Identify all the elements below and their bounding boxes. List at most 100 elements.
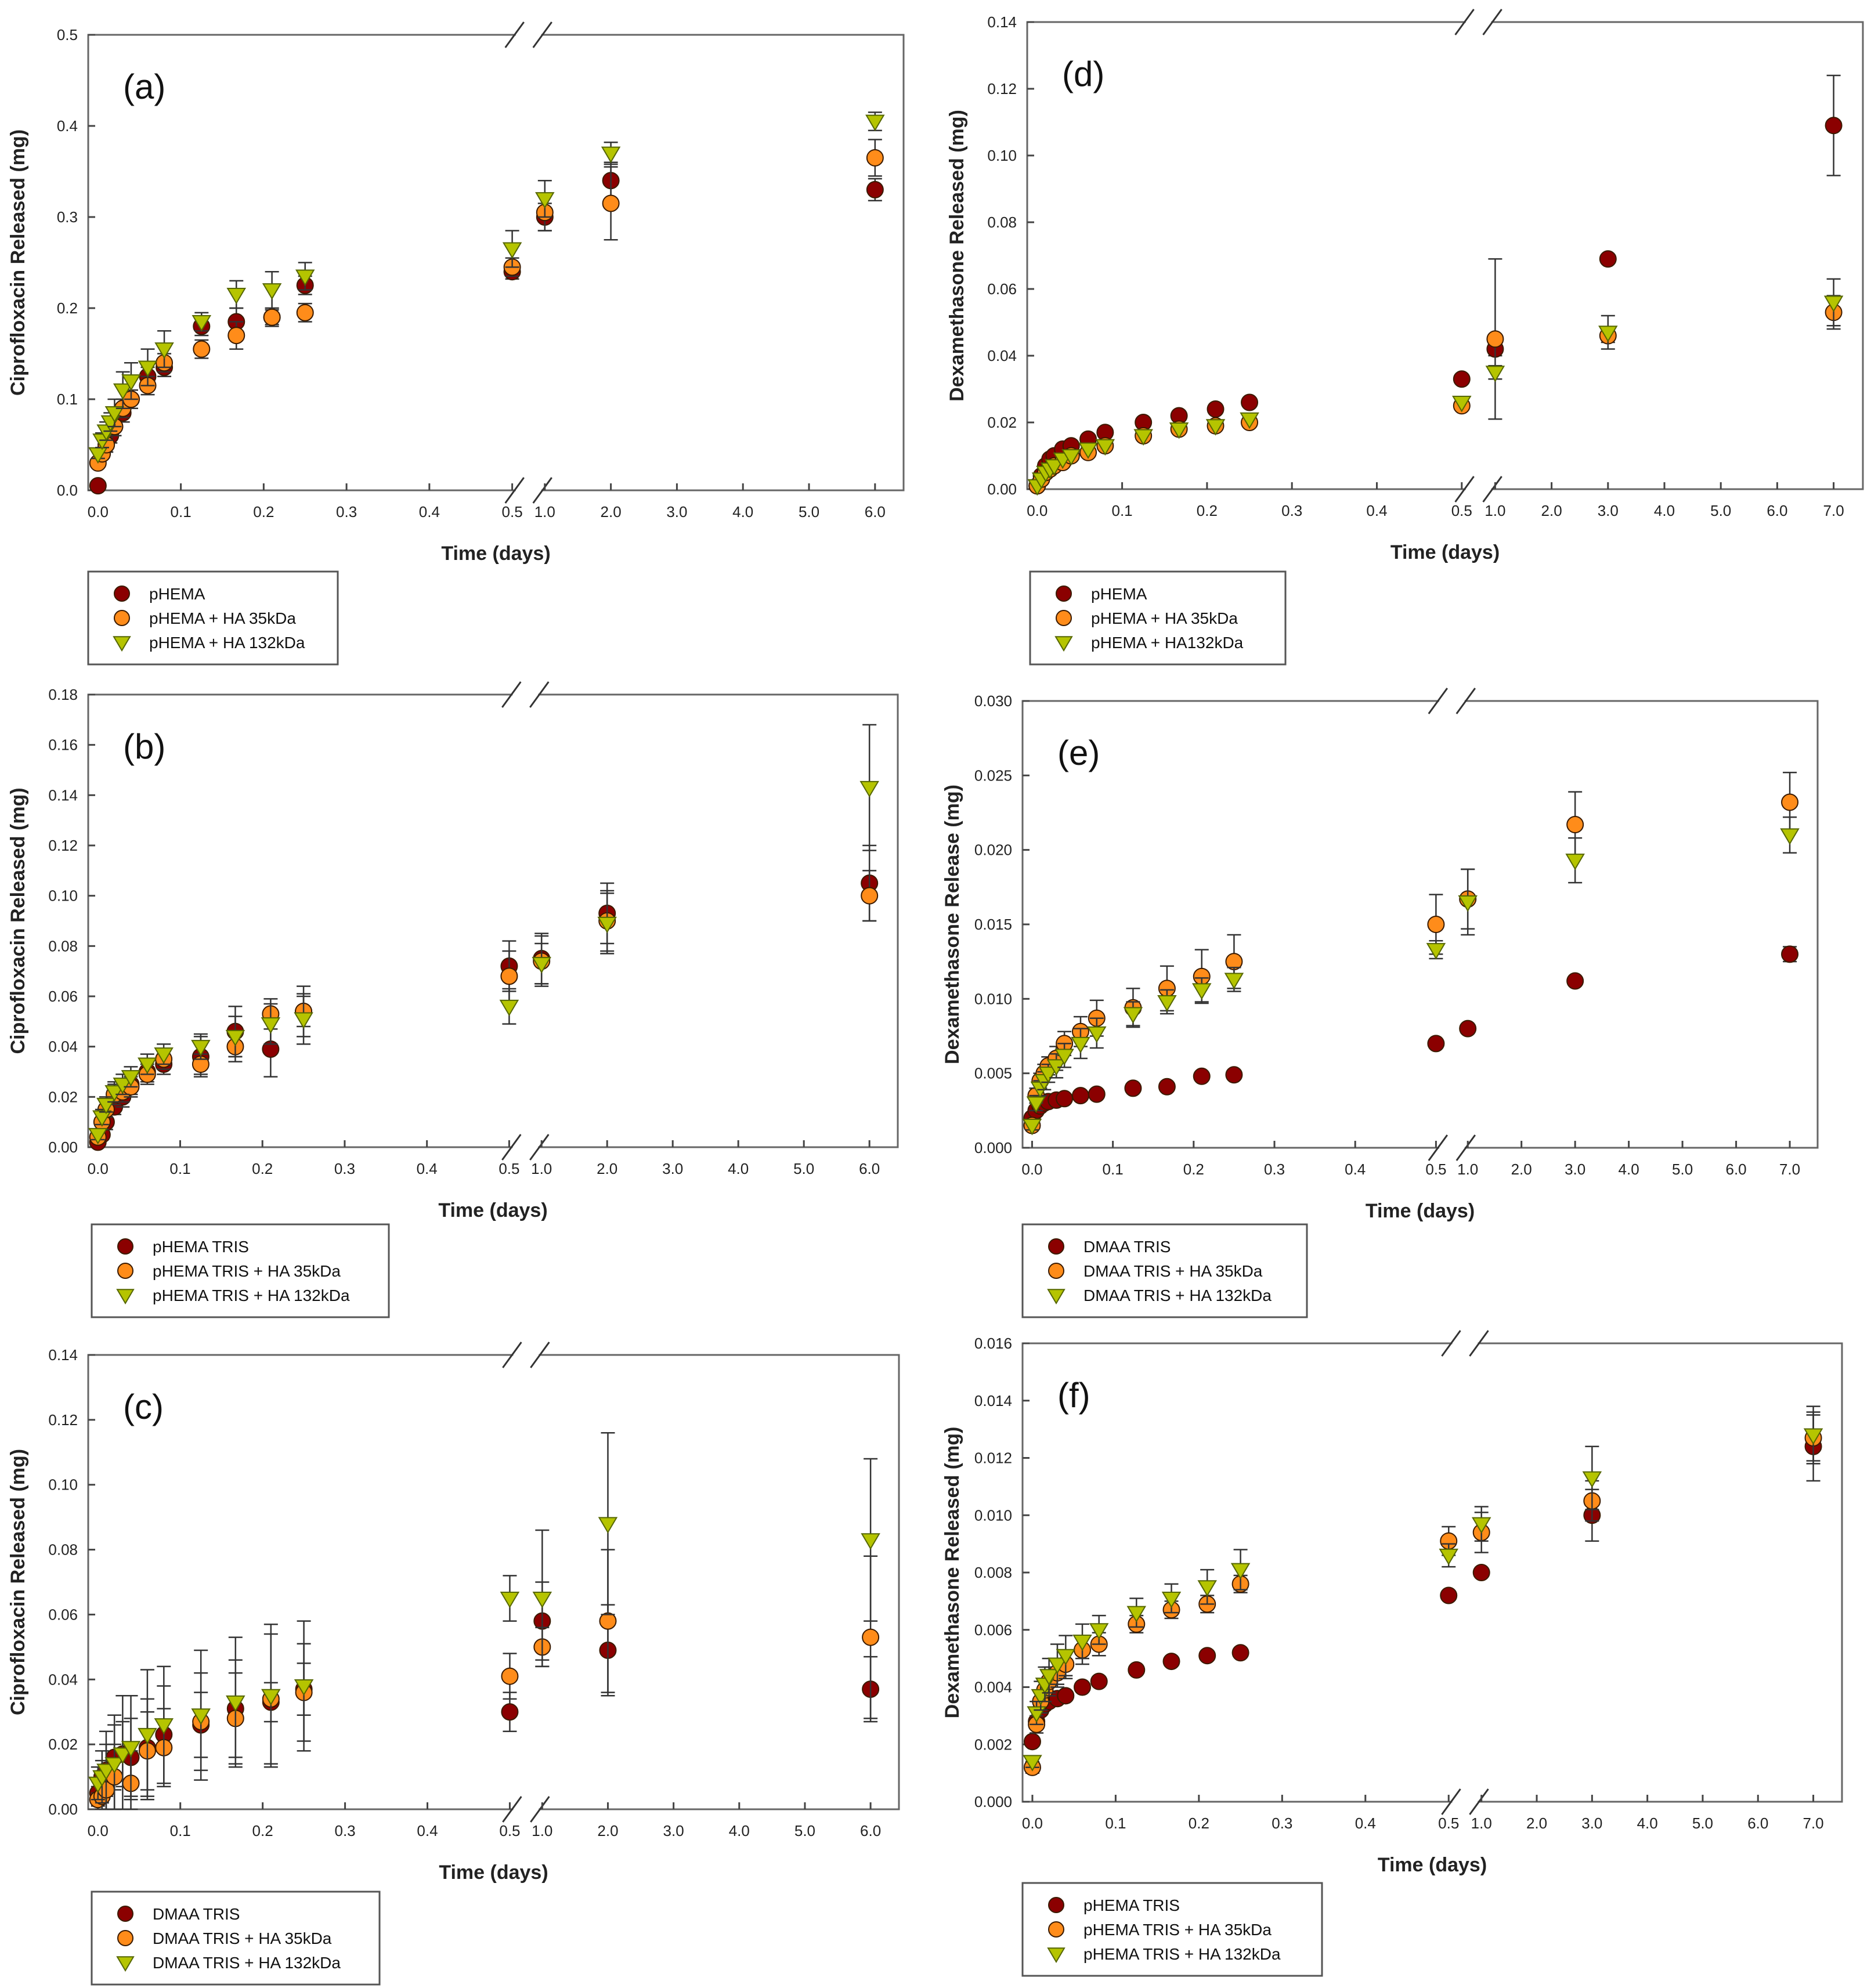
legend-label: pHEMA TRIS + HA 35kDa (1083, 1921, 1272, 1939)
x-tick-label: 2.0 (1511, 1161, 1532, 1178)
y-tick-label: 0.10 (987, 147, 1017, 164)
data-point-circle (1162, 1653, 1180, 1671)
panel-label: (e) (1057, 733, 1100, 772)
x-tick-label: 4.0 (1637, 1814, 1658, 1832)
data-point-triangle (1780, 828, 1800, 845)
x-tick-label: 7.0 (1779, 1161, 1800, 1178)
data-point-triangle (1240, 412, 1259, 429)
data-point-triangle (192, 315, 212, 332)
y-axis-title: Ciprofloxacin Released (mg) (7, 129, 29, 396)
x-tick-label: 2.0 (1541, 502, 1562, 519)
x-tick-label: 6.0 (1725, 1161, 1746, 1178)
axis-break-gap (1465, 487, 1491, 491)
x-tick-label: 3.0 (1581, 1814, 1602, 1832)
data-point-circle (500, 967, 518, 985)
y-tick-label: 0.08 (48, 1541, 78, 1559)
legend-marker-triangle (1047, 1289, 1065, 1304)
series-2 (1023, 771, 1799, 1134)
data-point-triangle (597, 916, 617, 934)
data-point-triangle (1230, 1563, 1251, 1580)
data-point-triangle (1095, 439, 1115, 456)
x-axis-title: Time (days) (441, 543, 550, 565)
data-point-triangle (1133, 429, 1153, 446)
x-tick-label: 0.4 (1366, 502, 1387, 519)
x-tick-label: 5.0 (1672, 1161, 1693, 1178)
x-tick-label: 0.5 (1438, 1814, 1459, 1832)
x-tick-label: 0.3 (334, 1822, 355, 1839)
data-point-triangle (295, 269, 315, 287)
y-tick-label: 0.04 (48, 1671, 78, 1688)
axis-break-mark (502, 1796, 522, 1823)
data-point-triangle (598, 1517, 618, 1534)
axis-break-mark (1441, 1330, 1461, 1357)
plot-frame (87, 34, 905, 491)
y-tick-label: 0.000 (974, 1139, 1012, 1156)
legend-box (91, 1223, 390, 1318)
data-point-circle (1225, 1066, 1243, 1084)
panel-label: (d) (1062, 55, 1104, 93)
data-point-circle (1459, 1020, 1477, 1038)
data-point-circle (227, 327, 245, 345)
axis-break-mark (1455, 688, 1476, 714)
x-tick-label: 7.0 (1823, 502, 1844, 519)
data-point-triangle (1126, 1606, 1147, 1623)
data-point-triangle (1038, 1067, 1059, 1083)
y-tick-label: 0.06 (987, 280, 1017, 298)
data-point-triangle (1439, 1548, 1458, 1566)
x-tick-label: 0.5 (1425, 1161, 1446, 1178)
data-point-triangle (121, 1070, 141, 1087)
data-point-triangle (1078, 442, 1098, 459)
y-tick-label: 0.5 (57, 26, 78, 44)
y-tick-label: 0.14 (987, 13, 1017, 31)
x-tick-label: 0.0 (1022, 1814, 1043, 1832)
axis-break-mark (529, 681, 550, 708)
x-tick-label: 3.0 (663, 1822, 684, 1839)
x-tick-label: 4.0 (732, 503, 753, 521)
data-point-circle (1023, 1733, 1041, 1751)
y-axis-title: Dexamethasone Released (mg) (946, 110, 968, 402)
legend: pHEMA pHEMA + HA 35kDa pHEMA + HA 132kDa (87, 570, 339, 666)
x-tick-label: 0.4 (419, 503, 440, 521)
series-3 (1022, 816, 1800, 1136)
data-point-triangle (88, 1127, 108, 1145)
x-tick-label: 5.0 (794, 1822, 815, 1839)
data-point-triangle (138, 1727, 157, 1745)
data-point-triangle (191, 1040, 211, 1057)
y-tick-label: 0.4 (57, 117, 78, 135)
data-point-circle (1566, 816, 1584, 834)
x-tick-label: 5.0 (1710, 502, 1731, 519)
x-axis-title: Time (days) (439, 1862, 548, 1884)
y-tick-label: 0.00 (48, 1801, 78, 1818)
x-tick-label: 0.4 (417, 1822, 438, 1839)
data-point-triangle (104, 1085, 124, 1102)
x-tick-label: 1.0 (532, 1822, 552, 1839)
y-tick-label: 0.014 (974, 1392, 1012, 1409)
y-tick-label: 0.008 (974, 1564, 1012, 1581)
legend-label: pHEMA + HA 35kDa (149, 609, 296, 627)
data-point-circle (1599, 250, 1617, 268)
x-tick-label: 0.2 (1197, 502, 1218, 519)
y-tick-label: 0.16 (48, 736, 78, 754)
x-tick-label: 6.0 (1767, 502, 1787, 519)
x-tick-label: 0.3 (1264, 1161, 1285, 1178)
legend-marker-circle (114, 585, 130, 602)
legend-label: DMAA TRIS (1083, 1238, 1171, 1256)
axis-break-gap (1452, 1799, 1478, 1804)
series-3 (1027, 278, 1844, 496)
data-point-triangle (294, 1012, 313, 1029)
data-point-triangle (1056, 1649, 1076, 1666)
x-tick-label: 0.3 (1281, 502, 1302, 519)
y-tick-label: 0.12 (48, 837, 78, 854)
legend-marker-circle (1048, 1921, 1064, 1938)
axis-break-gap (1439, 1145, 1465, 1150)
data-point-triangle (1089, 1623, 1109, 1640)
x-tick-label: 3.0 (1598, 502, 1619, 519)
data-point-circle (1231, 1644, 1249, 1662)
y-tick-label: 0.18 (48, 686, 78, 703)
legend-marker-circle (114, 610, 130, 626)
x-tick-label: 5.0 (1692, 1814, 1713, 1832)
x-tick-label: 1.0 (534, 503, 555, 521)
data-point-triangle (1191, 983, 1212, 1000)
axis-break-gap (1465, 20, 1491, 24)
